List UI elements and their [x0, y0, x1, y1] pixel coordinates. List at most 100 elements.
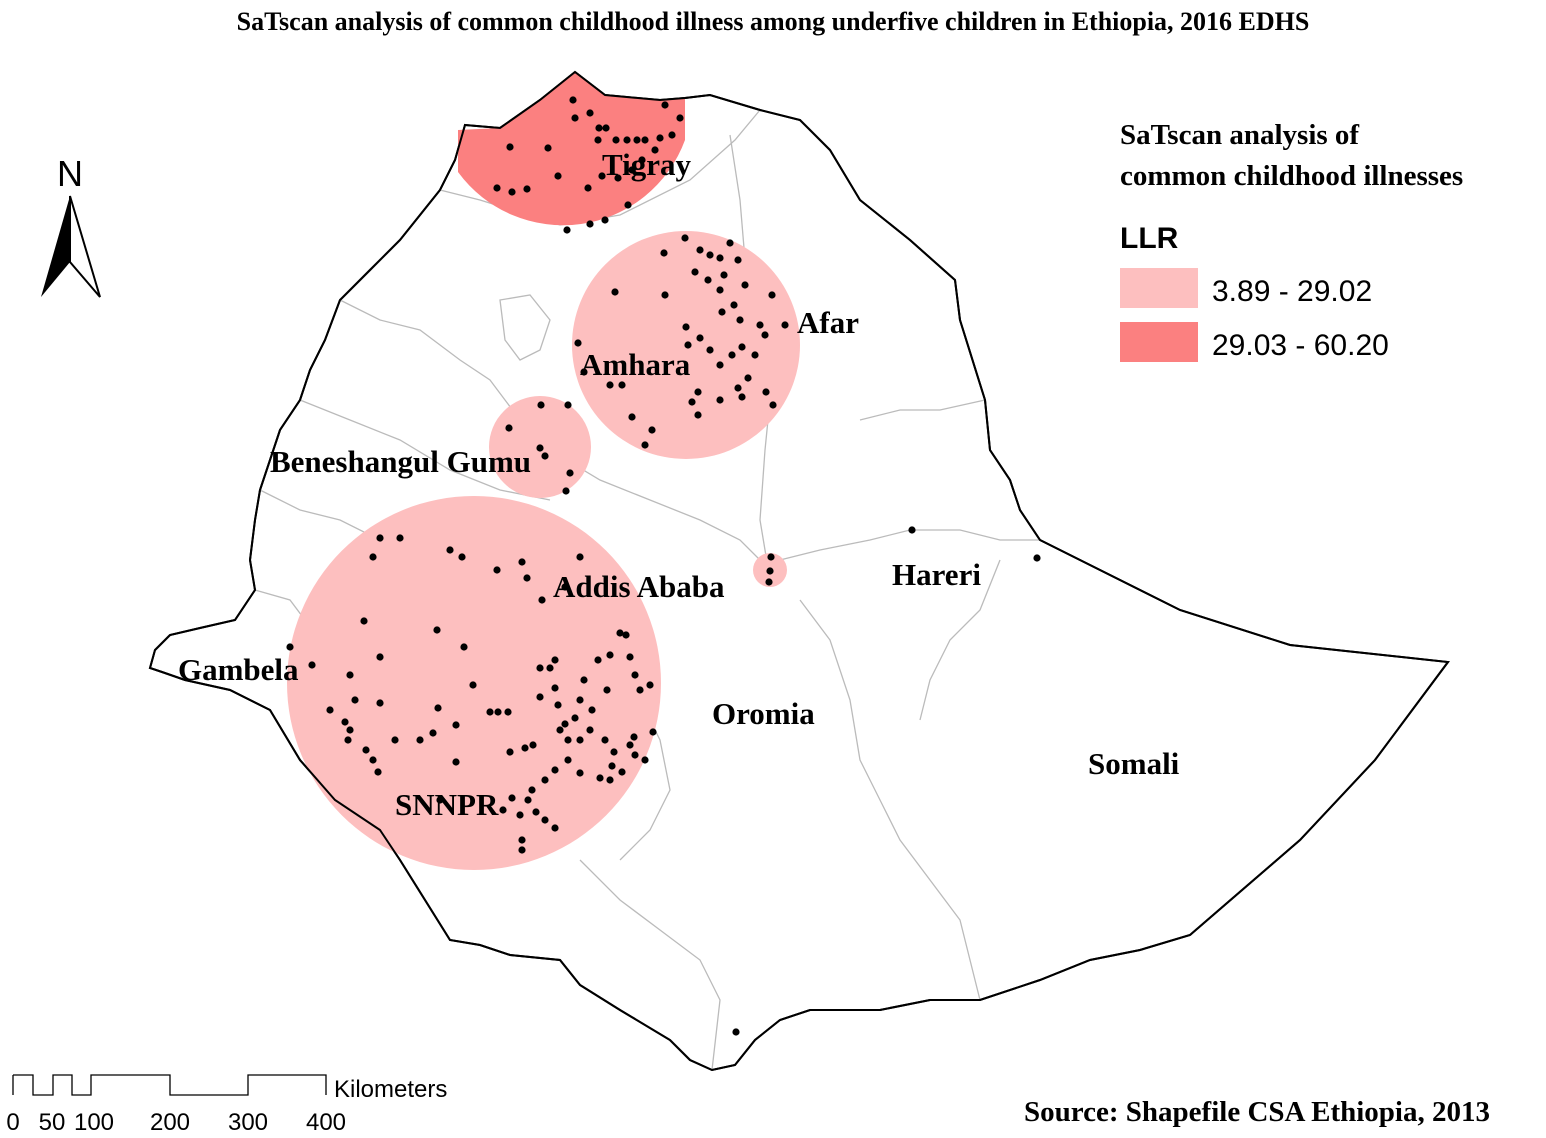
survey-point	[661, 101, 669, 109]
region-label-oromia: Oromia	[712, 696, 815, 731]
scale-unit: Kilometers	[334, 1076, 447, 1103]
survey-point	[718, 308, 726, 316]
survey-point	[554, 701, 562, 709]
survey-point	[376, 534, 384, 542]
survey-point	[618, 381, 626, 389]
survey-point	[586, 220, 594, 228]
survey-point	[586, 109, 594, 117]
survey-point	[716, 286, 724, 294]
survey-point	[781, 321, 789, 329]
survey-point	[561, 720, 569, 728]
survey-point	[564, 736, 572, 744]
survey-point	[734, 384, 742, 392]
survey-point	[569, 96, 577, 104]
survey-point	[648, 426, 656, 434]
survey-point	[518, 558, 526, 566]
survey-point	[346, 671, 354, 679]
survey-point	[624, 201, 632, 209]
survey-point	[369, 553, 377, 561]
survey-point	[641, 441, 649, 449]
survey-point	[499, 806, 507, 814]
survey-point	[566, 469, 574, 477]
survey-point	[716, 254, 724, 262]
survey-point	[469, 681, 477, 689]
survey-point	[638, 156, 646, 164]
survey-point	[765, 578, 773, 586]
survey-point	[508, 188, 516, 196]
region-label-tigray: Tigray	[602, 147, 691, 182]
survey-point	[622, 631, 630, 639]
region-label-somali: Somali	[1088, 746, 1180, 781]
survey-point	[691, 268, 699, 276]
survey-point	[608, 762, 616, 770]
survey-points	[286, 96, 1041, 1036]
survey-point	[564, 401, 572, 409]
survey-point	[561, 583, 569, 591]
survey-point	[762, 388, 770, 396]
survey-point	[506, 143, 514, 151]
survey-point	[1033, 554, 1041, 562]
survey-point	[391, 736, 399, 744]
survey-point	[580, 368, 588, 376]
survey-point	[551, 766, 559, 774]
survey-point	[536, 664, 544, 672]
survey-point	[524, 796, 532, 804]
survey-point	[598, 172, 606, 180]
survey-point	[730, 301, 738, 309]
survey-point	[616, 629, 624, 637]
survey-point	[344, 736, 352, 744]
survey-point	[493, 184, 501, 192]
survey-point	[641, 756, 649, 764]
survey-point	[523, 574, 531, 582]
survey-point	[716, 361, 724, 369]
survey-point	[580, 676, 588, 684]
region-label-hareri: Hareri	[892, 557, 981, 592]
survey-point	[630, 733, 638, 741]
region-label-amhara: Amhara	[580, 347, 691, 382]
survey-point	[706, 346, 714, 354]
survey-point	[571, 714, 579, 722]
survey-point	[564, 756, 572, 764]
survey-point	[606, 776, 614, 784]
cluster-tigray-high	[458, 72, 685, 226]
survey-point	[610, 748, 618, 756]
survey-point	[626, 741, 634, 749]
survey-point	[738, 393, 746, 401]
survey-point	[618, 768, 626, 776]
scale-bar: Kilometers 0 50 100 200 300 400	[6, 1074, 447, 1136]
legend-label-high: 29.03 - 60.20	[1212, 329, 1389, 362]
survey-point	[628, 413, 636, 421]
survey-point	[595, 124, 603, 132]
survey-point	[596, 774, 604, 782]
survey-point	[744, 374, 752, 382]
survey-point	[751, 351, 759, 359]
survey-point	[612, 136, 620, 144]
survey-point	[351, 696, 359, 704]
survey-point	[544, 144, 552, 152]
legend-swatch-low	[1120, 268, 1198, 308]
survey-point	[434, 704, 442, 712]
map-title: SaTscan analysis of common childhood ill…	[237, 7, 1310, 36]
survey-point	[611, 288, 619, 296]
survey-point	[494, 708, 502, 716]
legend-label-low: 3.89 - 29.02	[1212, 275, 1372, 308]
survey-point	[603, 686, 611, 694]
survey-point	[602, 124, 610, 132]
legend-heading-line1: SaTscan analysis of	[1120, 119, 1359, 151]
survey-point	[508, 794, 516, 802]
survey-point	[396, 534, 404, 542]
survey-point	[633, 136, 641, 144]
survey-point	[436, 796, 444, 804]
survey-point	[556, 726, 564, 734]
survey-point	[554, 172, 562, 180]
survey-point	[429, 729, 437, 737]
survey-point	[769, 401, 777, 409]
survey-point	[768, 291, 776, 299]
survey-point	[505, 424, 513, 432]
survey-point	[696, 334, 704, 342]
survey-point	[452, 758, 460, 766]
scale-tick-0: 0	[6, 1109, 19, 1136]
survey-point	[374, 768, 382, 776]
survey-point	[541, 776, 549, 784]
survey-point	[631, 751, 639, 759]
